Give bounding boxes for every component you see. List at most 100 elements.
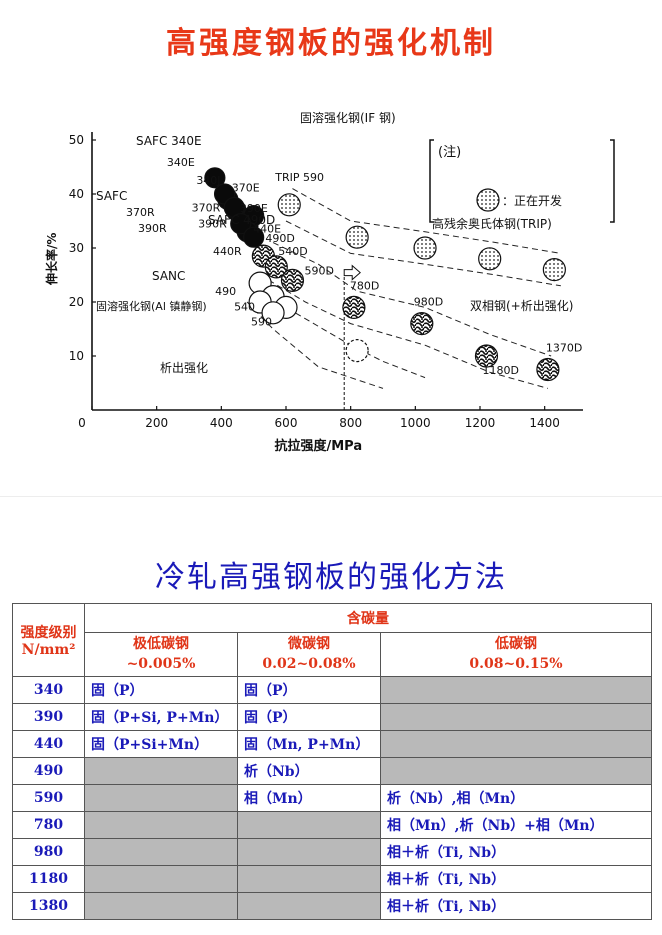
x-tick-label: 1200 — [465, 416, 496, 430]
grade-cell: 780 — [12, 811, 85, 839]
table-row: 780 相（Mn）,析（Nb）+相（Mn） — [12, 811, 652, 839]
point-label: 1180D — [482, 364, 518, 377]
chart-axes: 0 200 400 600 800 1000 1200 1400 10 20 30 40 50 抗拉强度/… — [44, 132, 583, 454]
x-tick-label: 0 — [78, 416, 86, 430]
header-col-micro: 微碳钢 0.02~0.08% — [237, 631, 381, 678]
y-tick-label: 20 — [69, 295, 84, 309]
method-cell: 相（Mn） — [237, 784, 381, 812]
data-point-marbled — [342, 295, 366, 319]
section-divider — [0, 496, 662, 497]
table-row: 490 析（Nb） — [12, 757, 652, 785]
method-cell: 固（P+Si, P+Mn） — [84, 703, 238, 731]
trip-band-lower — [285, 220, 561, 287]
point-label: 590 — [251, 315, 272, 328]
x-tick-label: 1000 — [400, 416, 431, 430]
x-tick-label: 800 — [339, 416, 362, 430]
y-tick-label: 50 — [69, 133, 84, 147]
trip-band-upper — [292, 188, 561, 254]
data-point-dotted — [345, 225, 369, 249]
point-label: TRIP 590 — [274, 171, 324, 184]
annotation-safc-340e: SAFC 340E — [136, 134, 202, 148]
table-row: 1180 相＋析（Ti, Nb） — [12, 865, 652, 893]
point-label: 340J — [196, 174, 220, 187]
point-label: 340E — [167, 156, 195, 169]
y-tick-label: 40 — [69, 187, 84, 201]
grade-cell: 590 — [12, 784, 85, 812]
grade-cell: 490 — [12, 757, 85, 785]
point-label: 540 — [234, 301, 255, 314]
empty-cell — [84, 784, 238, 812]
header-grade: 强度级别 N/mm² — [12, 603, 85, 677]
data-point-dotted — [413, 236, 437, 260]
header-grade-label: 强度级别 — [20, 625, 77, 641]
dp-band-lower — [259, 274, 549, 389]
data-point-marbled — [264, 255, 288, 279]
method-cell: 固（Mn, P+Mn） — [237, 730, 381, 758]
method-cell: 固（P） — [237, 703, 381, 731]
empty-cell — [237, 865, 381, 893]
grade-cell: 390 — [12, 703, 85, 731]
page-title-methods: 冷轧高强钢板的强化方法 — [155, 560, 507, 595]
grade-cell: 440 — [12, 730, 85, 758]
method-cell: 固（P） — [237, 676, 381, 704]
method-cell: 相＋析（Ti, Nb） — [380, 838, 652, 866]
method-cell: 固（P） — [84, 676, 238, 704]
col-range: 0.08~0.15% — [469, 656, 563, 673]
method-cell: 固（P+Si+Mn） — [84, 730, 238, 758]
annotation-390r: 390R — [138, 222, 167, 235]
point-label: 370R — [192, 202, 221, 215]
method-cell: 析（Nb） — [237, 757, 381, 785]
y-tick-label: 10 — [69, 349, 84, 363]
col-name: 极低碳钢 — [133, 636, 189, 653]
table-row: 980 相＋析（Ti, Nb） — [12, 838, 652, 866]
point-label: 1370D — [546, 342, 582, 355]
empty-cell — [84, 865, 238, 893]
data-point-marbled — [280, 268, 305, 292]
data-point-dotted — [478, 247, 502, 271]
data-point-dotted — [542, 258, 566, 282]
x-tick-label: 600 — [275, 416, 298, 430]
legend-note: (注) — [438, 145, 461, 160]
header-carbon: 含碳量 — [84, 603, 652, 633]
point-label: 780D — [350, 279, 379, 292]
dp-band-upper — [272, 242, 552, 357]
empty-cell — [380, 730, 652, 758]
grade-cell: 1180 — [12, 865, 85, 893]
col-name: 低碳钢 — [495, 636, 537, 653]
table-row: 440 固（P+Si+Mn） 固（Mn, P+Mn） — [12, 730, 652, 758]
precip-band-lower — [246, 301, 384, 389]
header-col-ultra-low: 极低碳钢 ~0.005% — [84, 631, 238, 678]
arrow-icon — [343, 264, 361, 281]
strengthening-methods-table: 强度级别 N/mm² 含碳量 极低碳钢 ~0.005% 微碳钢 0.02~0.0… — [12, 603, 652, 920]
empty-cell — [380, 757, 652, 785]
y-tick-label: 30 — [69, 241, 84, 255]
empty-cell — [237, 892, 381, 920]
point-label: 440R — [213, 245, 242, 258]
series-label-al: 固溶强化钢(Al 镇静钢) — [96, 299, 207, 313]
data-point-black — [243, 226, 265, 248]
x-tick-label: 400 — [210, 416, 233, 430]
empty-cell — [84, 811, 238, 839]
table-row: 340 固（P） 固（P） — [12, 676, 652, 704]
col-name: 微碳钢 — [288, 636, 330, 653]
x-tick-label: 1400 — [529, 416, 560, 430]
annotation-sanc: SANC — [152, 269, 185, 283]
data-point-marbled — [474, 344, 499, 368]
legend-text: ：正在开发 — [502, 193, 562, 208]
series-label-dp: 双相钢(+析出强化) — [470, 299, 573, 313]
point-label: 390R — [198, 218, 227, 231]
table-row: 390 固（P+Si, P+Mn） 固（P） — [12, 703, 652, 731]
point-label: 540D — [278, 245, 307, 258]
data-point-white — [261, 301, 285, 325]
point-label: 590D — [304, 264, 333, 277]
chart-labels: 340E370E390E440E340J370R390R440R49054059… — [96, 110, 582, 377]
method-cell: 相（Mn）,析（Nb）+相（Mn） — [380, 811, 652, 839]
page-title-mechanism: 高强度钢板的强化机制 — [166, 26, 496, 61]
annotation-safc: SAFC — [96, 189, 127, 203]
header-grade-unit: N/mm² — [21, 642, 76, 658]
annotation-370r: 370R — [126, 206, 155, 219]
series-label-precip: 析出强化 — [160, 361, 208, 375]
point-label: 440E — [253, 222, 281, 235]
empty-cell — [237, 838, 381, 866]
point-label: 490 — [215, 285, 236, 298]
